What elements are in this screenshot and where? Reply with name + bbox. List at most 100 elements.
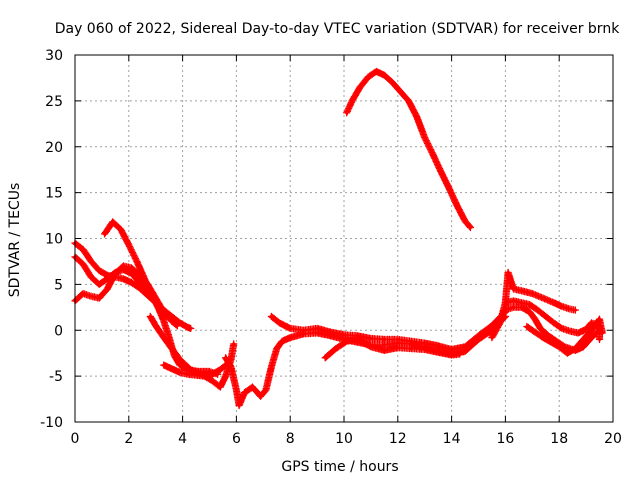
data-point [102, 232, 107, 236]
data-point [178, 321, 182, 325]
data-point [234, 388, 238, 392]
data-series [71, 67, 606, 410]
data-point [269, 314, 273, 319]
data-point [476, 334, 481, 338]
series-arc-9 [321, 335, 464, 362]
data-point [533, 330, 537, 334]
data-point [533, 317, 537, 321]
y-tick-label: 15 [45, 186, 63, 202]
data-point [573, 308, 577, 312]
data-point [423, 341, 427, 345]
data-point [137, 280, 142, 285]
data-point [129, 271, 134, 275]
x-tick-label: 8 [286, 431, 295, 447]
data-point [97, 269, 101, 273]
data-point [315, 331, 319, 335]
data-point [119, 227, 123, 231]
x-tick-label: 12 [389, 431, 407, 447]
axis-ticks: 0 2 4 6 8 10 12 14 16 18 20 -10 -5 0 5 10 15 20 25 30 [40, 48, 622, 447]
series-arc-4 [100, 218, 222, 378]
x-tick-label: 10 [335, 431, 353, 447]
data-point [538, 326, 542, 331]
data-point [576, 331, 580, 335]
data-point [81, 291, 85, 296]
x-axis-label: GPS time / hours [281, 459, 398, 475]
data-point [175, 324, 179, 328]
data-point [568, 329, 572, 333]
data-point [600, 331, 604, 335]
data-point [552, 321, 556, 325]
marker-trail [343, 67, 475, 232]
data-point [288, 326, 292, 331]
data-point [81, 247, 85, 252]
data-point [89, 275, 93, 279]
data-point [511, 305, 516, 309]
y-tick-label: 25 [45, 94, 63, 110]
data-point [345, 111, 349, 115]
data-point [525, 324, 529, 329]
data-point [218, 385, 222, 389]
data-point [530, 291, 534, 296]
data-point [224, 374, 228, 378]
data-point [323, 356, 327, 360]
data-point [463, 345, 467, 349]
data-point [463, 219, 467, 223]
y-tick-label: 30 [45, 48, 63, 64]
data-point [503, 308, 507, 312]
data-point [490, 324, 494, 328]
data-point [97, 282, 101, 286]
data-point [455, 203, 459, 208]
data-point [589, 321, 594, 325]
data-point [382, 73, 386, 77]
data-point [250, 385, 255, 389]
data-point [544, 314, 548, 319]
x-tick-label: 2 [124, 431, 133, 447]
data-point [536, 308, 540, 312]
data-point [210, 379, 214, 383]
data-point [436, 350, 440, 354]
data-point [597, 337, 602, 342]
data-point [232, 342, 236, 346]
data-point [315, 326, 319, 331]
x-tick-label: 18 [550, 431, 568, 447]
x-tick-label: 14 [443, 431, 461, 447]
data-point [242, 391, 247, 395]
data-point [162, 363, 166, 367]
data-point [121, 277, 126, 281]
data-point [589, 328, 594, 332]
y-tick-label: -10 [40, 415, 63, 431]
data-point [447, 186, 451, 190]
data-point [143, 278, 147, 282]
data-point [350, 99, 354, 103]
data-point [210, 372, 214, 376]
data-point [156, 306, 160, 310]
data-point [541, 296, 545, 300]
data-point [382, 343, 386, 347]
data-point [358, 85, 362, 89]
data-point [468, 225, 473, 230]
data-point [549, 340, 553, 344]
data-point [589, 335, 594, 340]
data-point [162, 335, 166, 340]
marker-trail [146, 312, 238, 391]
data-point [105, 287, 109, 291]
data-point [148, 314, 152, 319]
data-point [415, 114, 419, 119]
x-tick-label: 6 [232, 431, 241, 447]
data-point [581, 337, 586, 342]
data-point [186, 372, 190, 376]
data-point [111, 220, 115, 224]
data-point [560, 326, 564, 331]
data-point [406, 99, 411, 103]
data-point [269, 365, 273, 369]
data-point [186, 325, 190, 330]
data-point [355, 337, 360, 342]
data-point [170, 347, 174, 351]
data-point [528, 302, 532, 307]
data-point [328, 330, 333, 334]
data-point [369, 336, 373, 341]
data-point [189, 368, 193, 372]
data-point [528, 310, 532, 314]
